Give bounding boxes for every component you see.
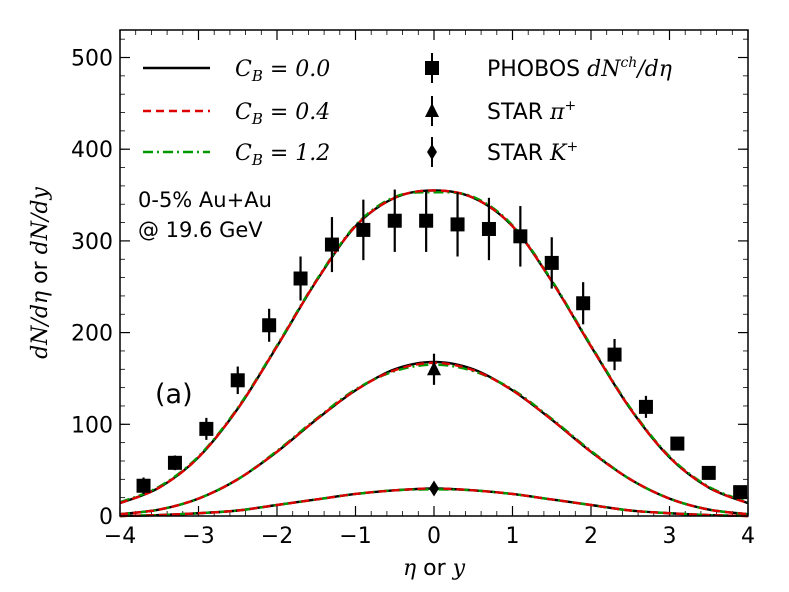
- star-pion-point: [427, 361, 441, 376]
- legend-square-marker: [425, 61, 439, 75]
- phobos-point: [733, 485, 748, 500]
- phobos-point: [230, 373, 245, 388]
- legend: CB = 0.0 CB = 0.4 CB = 1.2 PHOBOS dNch/dη ST…: [143, 53, 672, 169]
- x-tick-label: −1: [339, 524, 371, 549]
- tick-labels: −4 −3 −2 −1 0 1 2 3 4 0 100 200 300 400 500: [71, 47, 755, 549]
- curve-charged-dashed: [119, 189, 749, 505]
- y-tick-label: 200: [71, 322, 113, 347]
- x-tick-label: −2: [261, 524, 293, 549]
- legend-line-label: CB = 1.2: [235, 141, 330, 169]
- data-points: [136, 189, 748, 500]
- phobos-point: [262, 318, 277, 333]
- tick-marks: [119, 30, 749, 517]
- phobos-point: [576, 296, 591, 311]
- x-tick-label: 3: [663, 524, 677, 549]
- plot-frame: [119, 29, 749, 517]
- x-tick-label: 0: [427, 524, 441, 549]
- phobos-point: [136, 478, 151, 493]
- phobos-point: [513, 229, 528, 244]
- legend-marker-label: PHOBOS dNch/dη: [487, 55, 672, 82]
- phobos-point: [607, 347, 622, 362]
- phobos-point: [701, 465, 716, 480]
- x-tick-label: 2: [584, 524, 598, 549]
- phobos-point: [481, 221, 496, 236]
- phobos-point: [670, 436, 685, 451]
- phobos-point: [638, 399, 653, 414]
- legend-marker-label: STAR K+: [487, 139, 578, 166]
- y-axis-label: dN/dη or dN/dy: [28, 187, 53, 359]
- phobos-point: [167, 455, 182, 470]
- phobos-point: [356, 222, 371, 237]
- phobos-point: [199, 421, 214, 436]
- legend-line-label: CB = 0.4: [235, 100, 330, 128]
- x-tick-label: −4: [104, 524, 136, 549]
- panel-label: (a): [155, 379, 193, 410]
- y-tick-label: 0: [99, 505, 113, 530]
- legend-diamond-marker: [427, 144, 437, 160]
- phobos-point: [293, 271, 308, 286]
- legend-triangle-marker: [425, 103, 439, 117]
- y-tick-label: 500: [71, 47, 113, 72]
- phobos-point: [419, 213, 434, 228]
- x-axis-label: η or y: [403, 556, 466, 581]
- phobos-point: [387, 213, 402, 228]
- system-label-line2: @ 19.6 GeV: [138, 218, 263, 242]
- phobos-point: [544, 255, 559, 270]
- system-label-line1: 0-5% Au+Au: [138, 188, 272, 212]
- legend-line-label: CB = 0.0: [235, 57, 330, 85]
- phobos-point: [324, 237, 339, 252]
- y-tick-label: 100: [71, 413, 113, 438]
- phobos-point: [450, 217, 465, 232]
- star-kaon-point: [429, 480, 439, 497]
- legend-marker-label: STAR π+: [487, 98, 576, 125]
- x-tick-label: −3: [182, 524, 214, 549]
- y-tick-label: 400: [71, 138, 113, 163]
- x-tick-label: 1: [506, 524, 520, 549]
- y-tick-label: 300: [71, 230, 113, 255]
- x-tick-label: 4: [741, 524, 755, 549]
